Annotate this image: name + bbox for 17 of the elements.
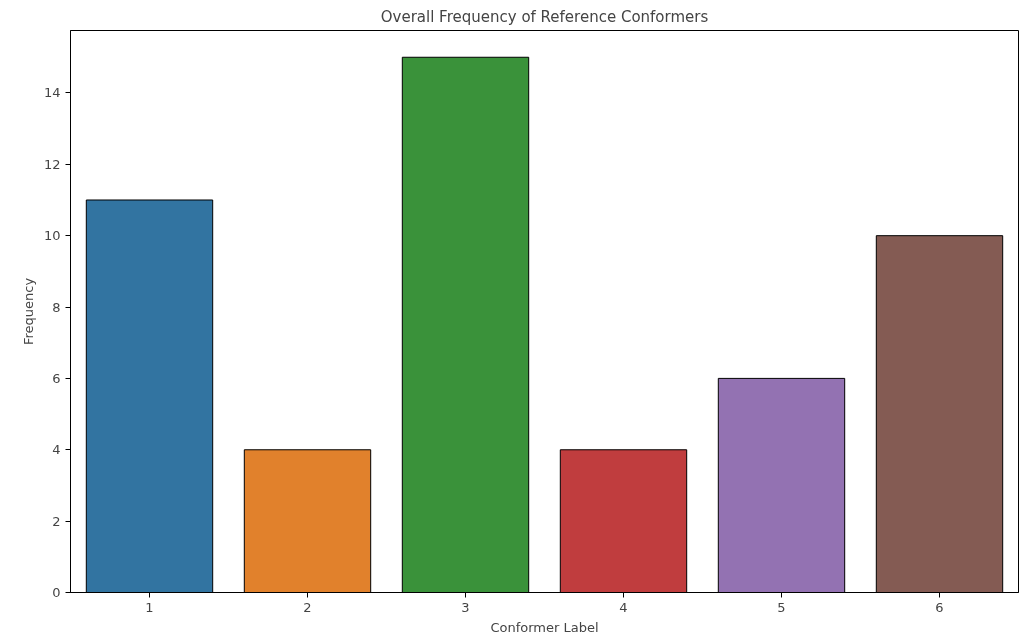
x-tick-label: 6: [935, 599, 944, 615]
chart-title: Overall Frequency of Reference Conformers: [380, 7, 709, 26]
y-tick-label: 14: [43, 85, 61, 101]
x-axis-title: Conformer Label: [490, 619, 599, 635]
y-tick-label: 12: [43, 156, 61, 172]
y-tick-label: 10: [43, 228, 61, 244]
y-tick-label: 4: [52, 442, 61, 458]
x-tick-label: 4: [619, 599, 628, 615]
y-tick-label: 0: [52, 585, 61, 600]
x-tick-label: 2: [303, 599, 312, 615]
y-tick-label: 2: [52, 513, 61, 529]
y-axis-title: Frequency: [20, 277, 36, 346]
x-tick-label: 1: [145, 599, 154, 615]
x-tick-label: 5: [777, 599, 786, 615]
y-tick-label: 6: [52, 370, 61, 386]
x-tick-label: 3: [461, 599, 470, 615]
y-tick-label: 8: [52, 299, 61, 315]
